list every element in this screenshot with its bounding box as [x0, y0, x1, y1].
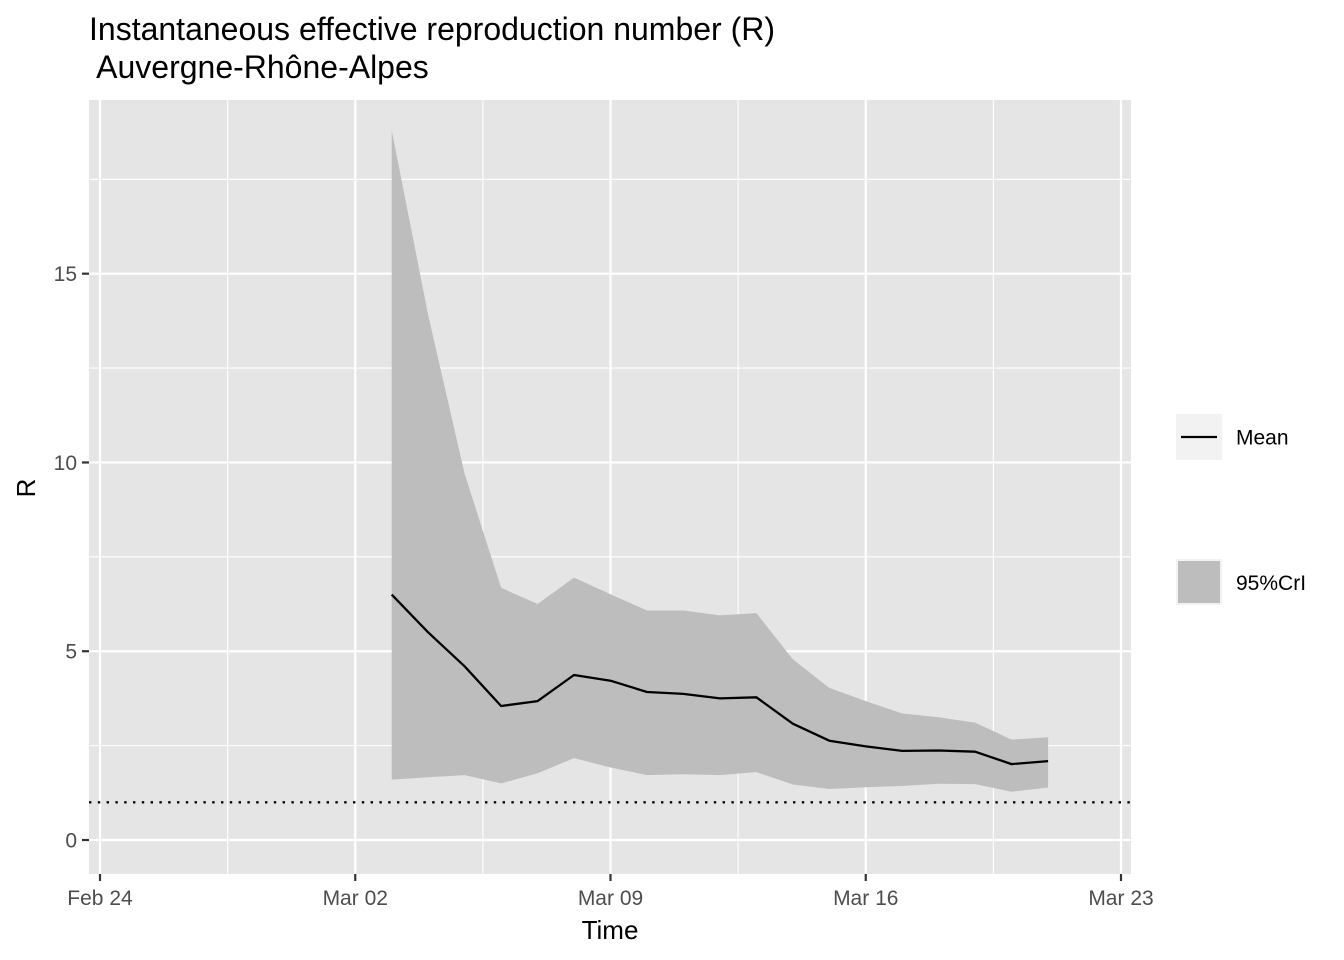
x-tick-label: Mar 16: [833, 887, 898, 910]
mean-line: [390, 593, 1049, 766]
x-axis: Feb 24 Mar 02 Mar 09 Mar 16 Mar 23: [67, 874, 1154, 910]
legend-label-mean: Mean: [1236, 427, 1289, 450]
y-tick-label: 15: [54, 263, 77, 286]
credible-interval-ribbon: [391, 130, 1049, 792]
y-tick-label: 10: [54, 452, 77, 475]
x-tick-label: Mar 23: [1088, 887, 1153, 910]
chart-title: Instantaneous effective reproduction num…: [89, 11, 775, 47]
y-axis: 0 5 10 15: [54, 263, 89, 853]
y-tick-label: 5: [65, 641, 77, 664]
legend: Mean 95%CrI: [1176, 414, 1306, 605]
legend-label-crI: 95%CrI: [1236, 572, 1306, 595]
y-tick-label: 0: [65, 830, 77, 853]
x-tick-label: Mar 02: [323, 887, 388, 910]
legend-swatch-crI: [1178, 561, 1220, 603]
x-axis-title: Time: [582, 915, 639, 945]
y-axis-title: R: [11, 479, 41, 498]
chart-subtitle: Auvergne-Rhône-Alpes: [89, 49, 429, 85]
x-tick-label: Feb 24: [67, 887, 133, 910]
x-tick-label: Mar 09: [578, 887, 643, 910]
